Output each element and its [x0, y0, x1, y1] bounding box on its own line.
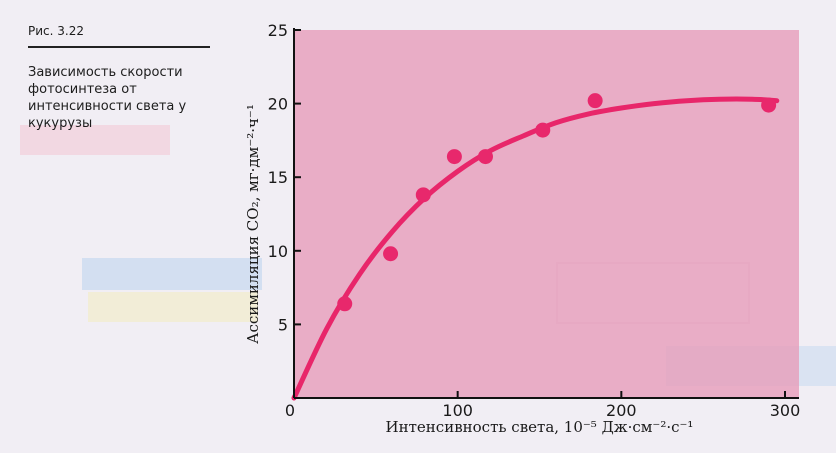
- origin-label: 0: [285, 401, 295, 420]
- plot-panel: [294, 30, 799, 398]
- y-ticks: 5 10 15 20 25: [268, 21, 301, 334]
- x-tick-label: 200: [606, 401, 637, 420]
- figure-number: Рис. 3.22: [28, 24, 84, 38]
- y-tick-label: 5: [278, 315, 288, 334]
- x-tick-label: 100: [442, 401, 473, 420]
- data-point: [761, 97, 777, 113]
- caption-rule: [28, 46, 210, 48]
- x-tick-label: 300: [770, 401, 801, 420]
- figure-caption: Зависимость скорости фотосинтеза от инте…: [28, 65, 187, 131]
- x-axis-title: Интенсивность света, 10⁻⁵ Дж·см⁻²·с⁻¹: [386, 418, 694, 436]
- data-point: [535, 122, 551, 138]
- data-point: [337, 296, 353, 312]
- x-ticks: 100 200 300: [442, 391, 800, 420]
- data-points: [337, 93, 777, 312]
- y-axis-title: Ассимиляция CO₂, мг·дм⁻²·ч⁻¹: [244, 104, 262, 344]
- data-point: [415, 187, 431, 203]
- y-tick-label: 10: [268, 242, 288, 261]
- data-point: [383, 246, 399, 262]
- y-tick-label: 20: [268, 95, 288, 114]
- data-point: [587, 93, 603, 109]
- y-tick-label: 25: [268, 21, 288, 40]
- data-point: [477, 149, 493, 165]
- data-point: [446, 149, 462, 165]
- y-tick-label: 15: [268, 168, 288, 187]
